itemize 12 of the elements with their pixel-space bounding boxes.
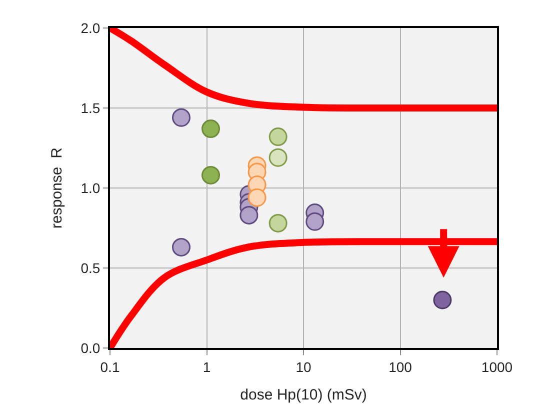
y-tick-label: 0.5 [80,260,100,276]
y-tick-label: 1.5 [80,100,100,116]
x-tick-label: 100 [388,358,412,375]
x-tick-label: 0.1 [100,358,120,375]
x-tick-label: 1000 [481,358,513,375]
x-axis-title: dose Hp(10) (mSv) [240,386,367,404]
x-tick-label: 1 [202,358,211,375]
x-tick-label: 10 [296,358,312,375]
y-axis-title: response R [48,147,66,228]
y-tick-label: 0.0 [80,340,100,356]
y-tick-label: 1.0 [80,180,100,196]
y-tick-label: 2.0 [80,20,100,36]
